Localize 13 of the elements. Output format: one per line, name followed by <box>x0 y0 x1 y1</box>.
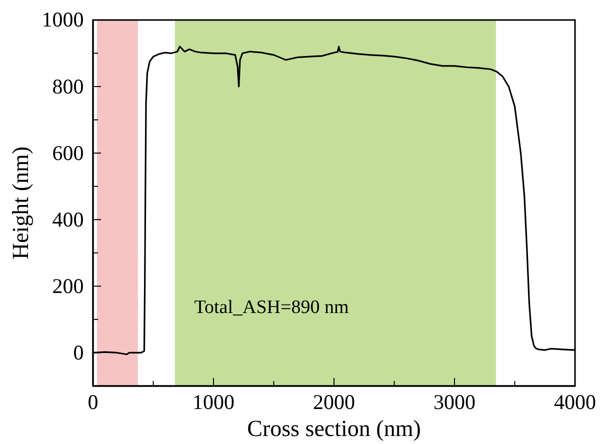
x-axis-title: Cross section (nm) <box>247 416 421 441</box>
y-axis-title: Height (nm) <box>8 146 33 260</box>
annotation: Total_ASH=890 nm <box>194 296 349 318</box>
y-tick-label: 800 <box>52 74 84 98</box>
y-tick-label: 400 <box>52 207 84 232</box>
x-tick-label: 1000 <box>192 390 234 414</box>
x-tick-label: 3000 <box>434 390 476 414</box>
x-tick-label: 2000 <box>313 390 355 414</box>
x-tick-label: 4000 <box>554 390 596 414</box>
y-tick-label: 1000 <box>42 8 84 32</box>
y-tick-label: 0 <box>73 340 84 364</box>
y-tick-label: 200 <box>52 274 84 298</box>
y-tick-label: 600 <box>52 140 84 165</box>
